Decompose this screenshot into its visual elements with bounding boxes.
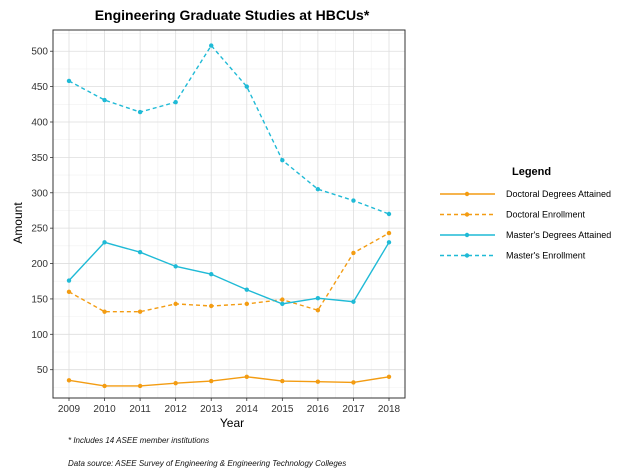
legend-marker-doctoral-degrees-attained: [465, 192, 469, 196]
data-point-master-s-degrees-attained: [351, 300, 355, 304]
x-tick-label: 2016: [307, 404, 330, 415]
y-tick-label: 500: [31, 47, 48, 58]
data-point-doctoral-degrees-attained: [102, 384, 106, 388]
data-point-master-s-degrees-attained: [138, 250, 142, 254]
data-point-doctoral-enrollment: [102, 309, 106, 313]
legend: Legend Doctoral Degrees Attained Doctoral…: [440, 166, 611, 261]
y-axis-title: Amount: [11, 202, 25, 244]
data-point-master-s-degrees-attained: [67, 278, 71, 282]
y-tick-label: 300: [31, 188, 48, 199]
x-tick-label: 2013: [200, 404, 223, 415]
data-point-master-s-enrollment: [209, 43, 213, 47]
y-tick-label: 200: [31, 259, 48, 270]
x-tick-label: 2009: [58, 404, 81, 415]
y-tick-label: 50: [37, 365, 49, 376]
x-axis-title: Year: [220, 416, 244, 430]
data-point-doctoral-enrollment: [280, 297, 284, 301]
data-point-doctoral-enrollment: [316, 308, 320, 312]
data-point-doctoral-enrollment: [67, 290, 71, 294]
y-tick-label: 400: [31, 118, 48, 129]
legend-title: Legend: [512, 166, 551, 178]
y-tick-label: 250: [31, 224, 48, 235]
data-point-master-s-degrees-attained: [209, 272, 213, 276]
data-point-master-s-degrees-attained: [387, 240, 391, 244]
data-point-master-s-degrees-attained: [316, 296, 320, 300]
data-point-master-s-enrollment: [280, 158, 284, 162]
data-point-doctoral-degrees-attained: [316, 380, 320, 384]
data-point-master-s-enrollment: [351, 198, 355, 202]
data-point-doctoral-degrees-attained: [245, 375, 249, 379]
data-point-master-s-enrollment: [138, 110, 142, 114]
x-tick-label: 2012: [165, 404, 188, 415]
data-point-doctoral-enrollment: [351, 251, 355, 255]
y-tick-label: 350: [31, 153, 48, 164]
data-point-doctoral-degrees-attained: [280, 379, 284, 383]
footnote-data-source: Data source: ASEE Survey of Engineering …: [68, 459, 346, 468]
data-point-master-s-enrollment: [387, 212, 391, 216]
y-tick-label: 450: [31, 82, 48, 93]
data-point-doctoral-degrees-attained: [209, 379, 213, 383]
plot-area: 50 100 150 200 250 300 350 400 450 500 2009 2010 201…: [31, 30, 405, 415]
data-point-doctoral-enrollment: [245, 302, 249, 306]
data-point-master-s-enrollment: [316, 187, 320, 191]
x-tick-label: 2011: [129, 404, 151, 415]
legend-label-doctoral-degrees-attained: Doctoral Degrees Attained: [506, 189, 611, 199]
data-point-master-s-degrees-attained: [245, 288, 249, 292]
data-point-doctoral-degrees-attained: [67, 378, 71, 382]
y-tick-label: 150: [31, 294, 48, 305]
chart-title: Engineering Graduate Studies at HBCUs*: [95, 7, 370, 23]
y-tick-label: 100: [31, 330, 48, 341]
legend-label-doctoral-enrollment: Doctoral Enrollment: [506, 210, 586, 220]
data-point-doctoral-enrollment: [138, 309, 142, 313]
legend-label-master-s-degrees-attained: Master's Degrees Attained: [506, 230, 611, 240]
x-tick-label: 2017: [342, 404, 365, 415]
footnote-institutions: * Includes 14 ASEE member institutions: [68, 436, 209, 445]
data-point-doctoral-degrees-attained: [138, 384, 142, 388]
legend-marker-master-s-enrollment: [465, 253, 469, 257]
x-tick-label: 2014: [236, 404, 259, 415]
data-point-master-s-enrollment: [67, 79, 71, 83]
data-point-master-s-degrees-attained: [102, 240, 106, 244]
data-point-doctoral-enrollment: [173, 302, 177, 306]
data-point-master-s-enrollment: [102, 98, 106, 102]
data-point-doctoral-degrees-attained: [173, 381, 177, 385]
data-point-master-s-degrees-attained: [280, 302, 284, 306]
data-point-doctoral-degrees-attained: [351, 380, 355, 384]
data-point-doctoral-enrollment: [387, 231, 391, 235]
x-tick-label: 2015: [271, 404, 294, 415]
data-point-master-s-enrollment: [173, 100, 177, 104]
x-tick-label: 2018: [378, 404, 401, 415]
legend-marker-doctoral-enrollment: [465, 212, 469, 216]
data-point-doctoral-enrollment: [209, 304, 213, 308]
legend-label-master-s-enrollment: Master's Enrollment: [506, 251, 586, 261]
data-point-master-s-degrees-attained: [173, 264, 177, 268]
legend-marker-master-s-degrees-attained: [465, 233, 469, 237]
data-point-doctoral-degrees-attained: [387, 375, 391, 379]
data-point-master-s-enrollment: [245, 84, 249, 88]
x-tick-label: 2010: [93, 404, 116, 415]
